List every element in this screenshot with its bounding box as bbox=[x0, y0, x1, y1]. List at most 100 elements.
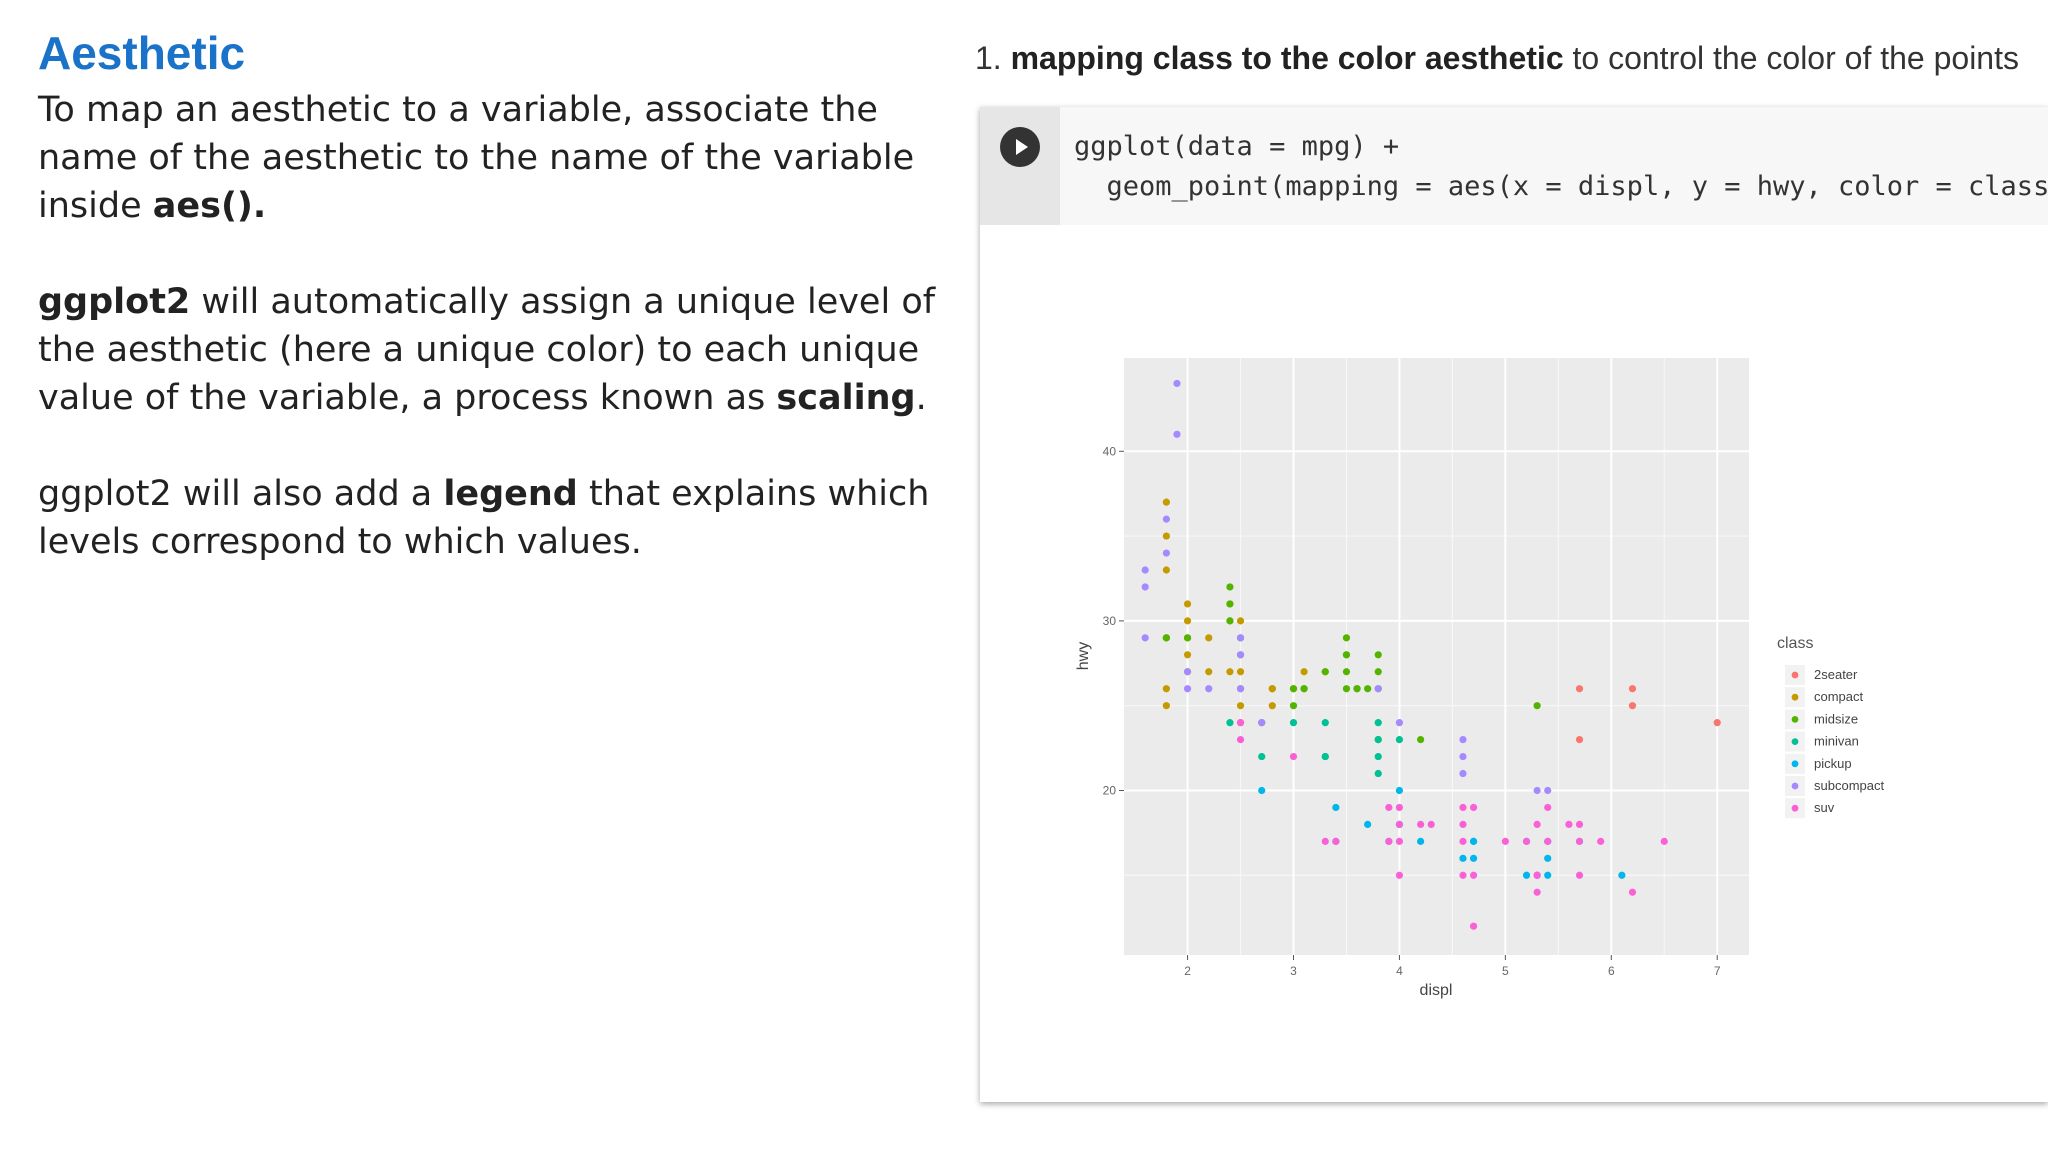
point-suv bbox=[1459, 803, 1467, 812]
point-suv bbox=[1395, 837, 1404, 845]
point-pickup bbox=[1332, 803, 1340, 812]
point-suv bbox=[1236, 719, 1245, 727]
point-midsize bbox=[1226, 617, 1234, 625]
code-text[interactable]: ggplot(data = mpg) + geom_point(mapping … bbox=[1074, 127, 2048, 207]
point-2seater bbox=[1628, 685, 1637, 693]
point-compact bbox=[1205, 634, 1213, 642]
y-axis: 20 30 40 bbox=[1103, 444, 1124, 797]
point-suv bbox=[1533, 871, 1541, 879]
point-minivan bbox=[1226, 719, 1234, 727]
point-subcompact bbox=[1459, 736, 1467, 744]
point-subcompact bbox=[1236, 651, 1245, 659]
point-subcompact bbox=[1258, 719, 1266, 727]
legend-swatch-suv bbox=[1791, 804, 1799, 812]
point-suv bbox=[1660, 837, 1668, 845]
point-suv bbox=[1469, 803, 1478, 812]
point-midsize bbox=[1364, 685, 1372, 693]
x-tick-label: 6 bbox=[1608, 964, 1615, 978]
point-suv bbox=[1459, 871, 1467, 879]
code-editor[interactable]: ggplot(data = mpg) + geom_point(mapping … bbox=[980, 107, 2048, 225]
point-suv bbox=[1597, 837, 1605, 845]
point-suv bbox=[1289, 752, 1298, 761]
legend-label-midsize: midsize bbox=[1814, 711, 1858, 726]
point-suv bbox=[1395, 871, 1404, 879]
point-suv bbox=[1575, 871, 1584, 879]
point-pickup bbox=[1417, 837, 1425, 845]
point-midsize bbox=[1226, 583, 1234, 591]
point-midsize bbox=[1353, 685, 1361, 693]
grid-major bbox=[1124, 358, 1749, 955]
point-midsize bbox=[1342, 685, 1351, 693]
point-suv bbox=[1385, 837, 1393, 845]
cell-gutter bbox=[980, 107, 1060, 225]
point-compact bbox=[1236, 702, 1245, 710]
point-subcompact bbox=[1459, 769, 1467, 778]
point-suv bbox=[1533, 820, 1541, 829]
legend-swatch-midsize bbox=[1791, 716, 1799, 723]
point-suv bbox=[1469, 871, 1478, 879]
point-pickup bbox=[1469, 854, 1478, 862]
x-tick-label: 4 bbox=[1396, 964, 1403, 978]
point-compact bbox=[1300, 668, 1308, 676]
legend-title: class bbox=[1777, 635, 1813, 652]
point-compact bbox=[1162, 685, 1170, 693]
point-minivan bbox=[1374, 736, 1382, 744]
point-midsize bbox=[1162, 634, 1170, 642]
point-pickup bbox=[1544, 854, 1552, 862]
x-axis: 2 3 4 5 6 7 bbox=[1184, 955, 1721, 978]
legend: class 2seater compact midsize minivan pickup… bbox=[1777, 635, 1884, 819]
point-subcompact bbox=[1459, 752, 1467, 761]
point-suv bbox=[1395, 820, 1404, 829]
point-minivan bbox=[1395, 736, 1404, 744]
point-suv bbox=[1427, 820, 1435, 829]
point-compact bbox=[1183, 651, 1192, 659]
point-minivan bbox=[1374, 752, 1382, 761]
code-line-1: ggplot(data = mpg) + bbox=[1074, 131, 1400, 162]
point-pickup bbox=[1469, 837, 1478, 845]
play-icon[interactable] bbox=[1000, 127, 1040, 167]
point-midsize bbox=[1289, 685, 1298, 693]
point-2seater bbox=[1575, 685, 1584, 693]
point-pickup bbox=[1364, 820, 1372, 829]
point-midsize bbox=[1183, 634, 1192, 642]
point-subcompact bbox=[1162, 515, 1170, 523]
point-subcompact bbox=[1236, 685, 1245, 693]
point-subcompact bbox=[1173, 430, 1181, 438]
point-subcompact bbox=[1374, 685, 1382, 693]
point-midsize bbox=[1289, 702, 1298, 710]
point-midsize bbox=[1374, 651, 1382, 659]
point-2seater bbox=[1575, 736, 1584, 744]
legend-label-compact: compact bbox=[1814, 689, 1864, 704]
point-pickup bbox=[1544, 871, 1552, 879]
y-tick-label: 20 bbox=[1103, 783, 1117, 797]
legend-label-suv: suv bbox=[1814, 800, 1835, 815]
point-subcompact bbox=[1183, 668, 1192, 676]
legend-label-pickup: pickup bbox=[1814, 756, 1852, 771]
point-subcompact bbox=[1141, 566, 1149, 574]
point-suv bbox=[1575, 837, 1584, 845]
point-midsize bbox=[1226, 600, 1234, 608]
point-compact bbox=[1162, 532, 1170, 540]
point-suv bbox=[1385, 803, 1393, 812]
point-suv bbox=[1469, 922, 1478, 930]
point-midsize bbox=[1342, 634, 1351, 642]
x-tick-label: 3 bbox=[1290, 964, 1297, 978]
code-line-2: geom_point(mapping = aes(x = displ, y = … bbox=[1074, 171, 2048, 202]
point-compact bbox=[1162, 498, 1170, 506]
point-suv bbox=[1321, 837, 1329, 845]
point-suv bbox=[1533, 888, 1541, 896]
point-midsize bbox=[1342, 651, 1351, 659]
x-tick-label: 2 bbox=[1184, 964, 1191, 978]
x-axis-label: displ bbox=[1420, 982, 1453, 999]
cell-caption: 1. mapping class to the color aesthetic … bbox=[975, 40, 2019, 76]
data-points bbox=[1141, 379, 1721, 930]
point-suv bbox=[1417, 820, 1425, 829]
point-compact bbox=[1236, 617, 1245, 625]
legend-swatch-pickup bbox=[1791, 760, 1799, 768]
point-suv bbox=[1565, 820, 1573, 829]
slide-title: Aesthetic bbox=[38, 27, 246, 79]
legend-label-2seater: 2seater bbox=[1814, 667, 1858, 682]
point-compact bbox=[1162, 566, 1170, 574]
point-subcompact bbox=[1236, 634, 1245, 642]
point-compact bbox=[1268, 702, 1276, 710]
